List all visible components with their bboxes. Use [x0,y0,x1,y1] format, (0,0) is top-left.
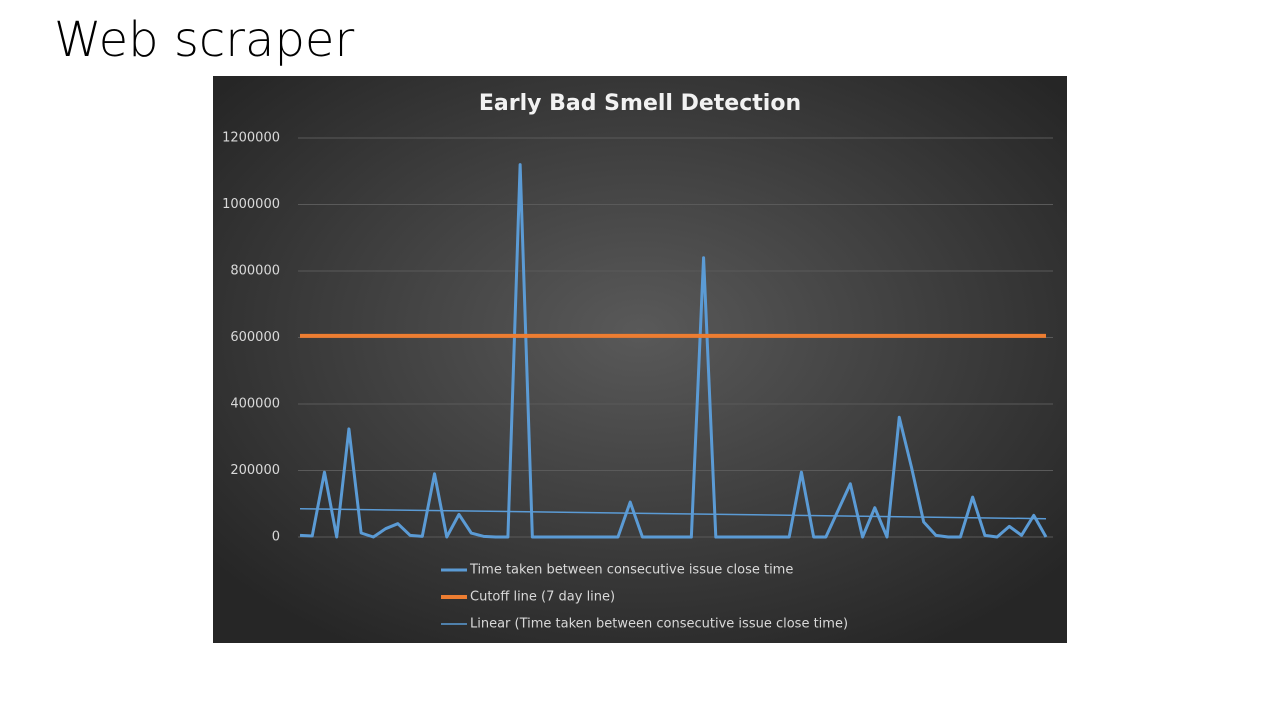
y-tick-label: 1200000 [222,131,280,146]
legend-label: Linear (Time taken between consecutive i… [470,617,848,632]
slide-title: Web scraper [54,12,355,68]
y-tick-label: 200000 [230,463,280,478]
y-tick-label: 400000 [230,397,280,412]
y-tick-label: 800000 [230,264,280,279]
legend-label: Cutoff line (7 day line) [470,590,615,605]
y-tick-label: 1000000 [222,197,280,212]
series-line [299,507,1047,520]
legend-label: Time taken between consecutive issue clo… [469,563,793,578]
y-tick-label: 600000 [230,330,280,345]
chart: Early Bad Smell Detection 0 200000 400000 6… [213,76,1067,643]
series-line [299,163,1048,539]
y-tick-label: 0 [272,530,280,545]
chart-title: Early Bad Smell Detection [479,91,801,116]
chart-background [213,76,1067,643]
